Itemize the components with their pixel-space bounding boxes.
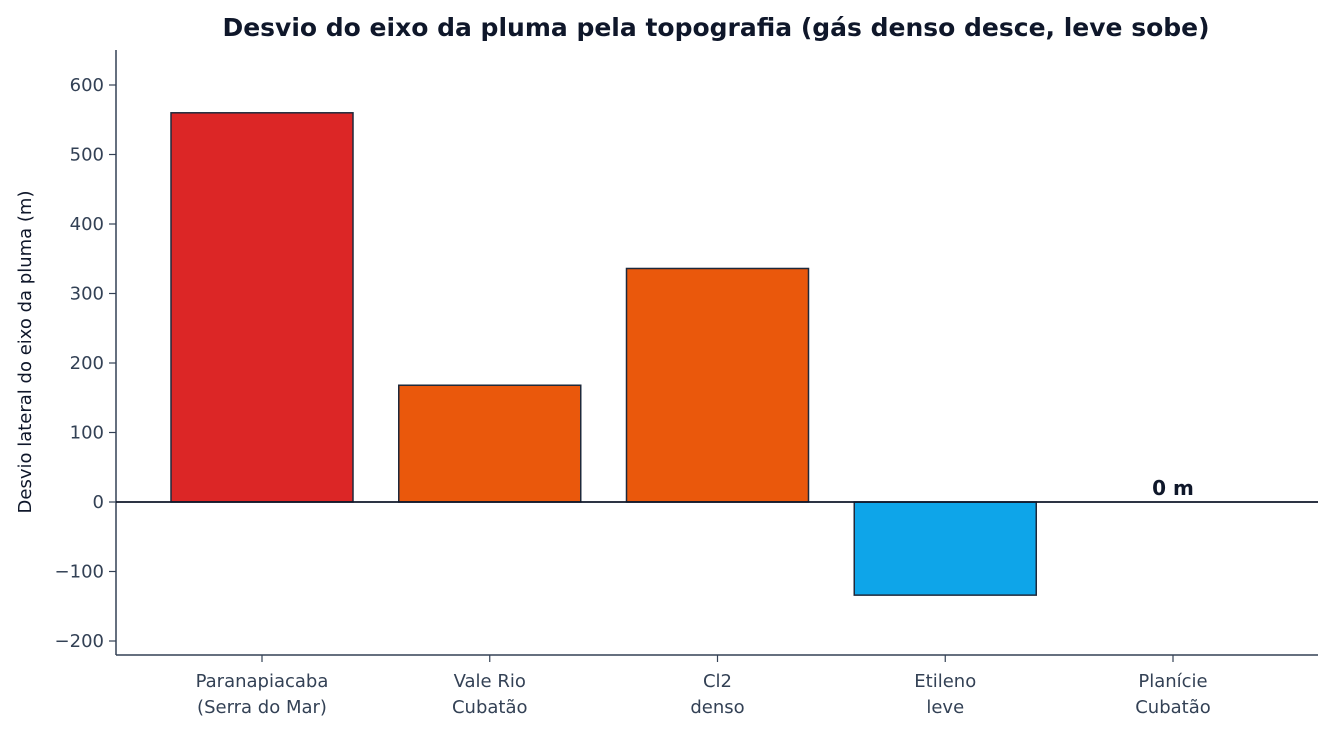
x-tick-label: Paranapiacaba: [196, 671, 329, 692]
y-tick-label: −200: [55, 631, 104, 652]
x-tick-label: Cl2: [703, 671, 732, 692]
x-tick-label: leve: [926, 697, 964, 718]
x-tick-label: Cubatão: [1135, 697, 1211, 718]
x-tick-label: Vale Rio: [454, 671, 526, 692]
bar: [170, 112, 354, 503]
bar: [398, 384, 582, 503]
x-tick-label: Planície: [1138, 671, 1207, 692]
x-tick-label: denso: [690, 697, 744, 718]
y-tick-label: 400: [70, 214, 104, 235]
bar: [853, 501, 1037, 596]
y-tick-label: 300: [70, 284, 104, 305]
y-tick-label: 100: [70, 423, 104, 444]
y-tick-label: 0: [93, 492, 104, 513]
y-tick-label: 600: [70, 75, 104, 96]
x-tick-label: (Serra do Mar): [197, 697, 327, 718]
data-label: 0 m: [1152, 476, 1194, 500]
bar: [625, 267, 810, 503]
y-axis-label: Desvio lateral do eixo da pluma (m): [15, 191, 36, 514]
y-tick-label: 500: [70, 145, 104, 166]
x-tick-label: Cubatão: [452, 697, 528, 718]
y-tick-label: 200: [70, 353, 104, 374]
y-tick-label: −100: [55, 562, 104, 583]
x-tick-label: Etileno: [914, 671, 976, 692]
plot-area: −200 −100 0 100 200 300 400 500 600 Paranapiacaba…: [55, 50, 1318, 718]
chart-title: Desvio do eixo da pluma pela topografia …: [222, 13, 1209, 42]
